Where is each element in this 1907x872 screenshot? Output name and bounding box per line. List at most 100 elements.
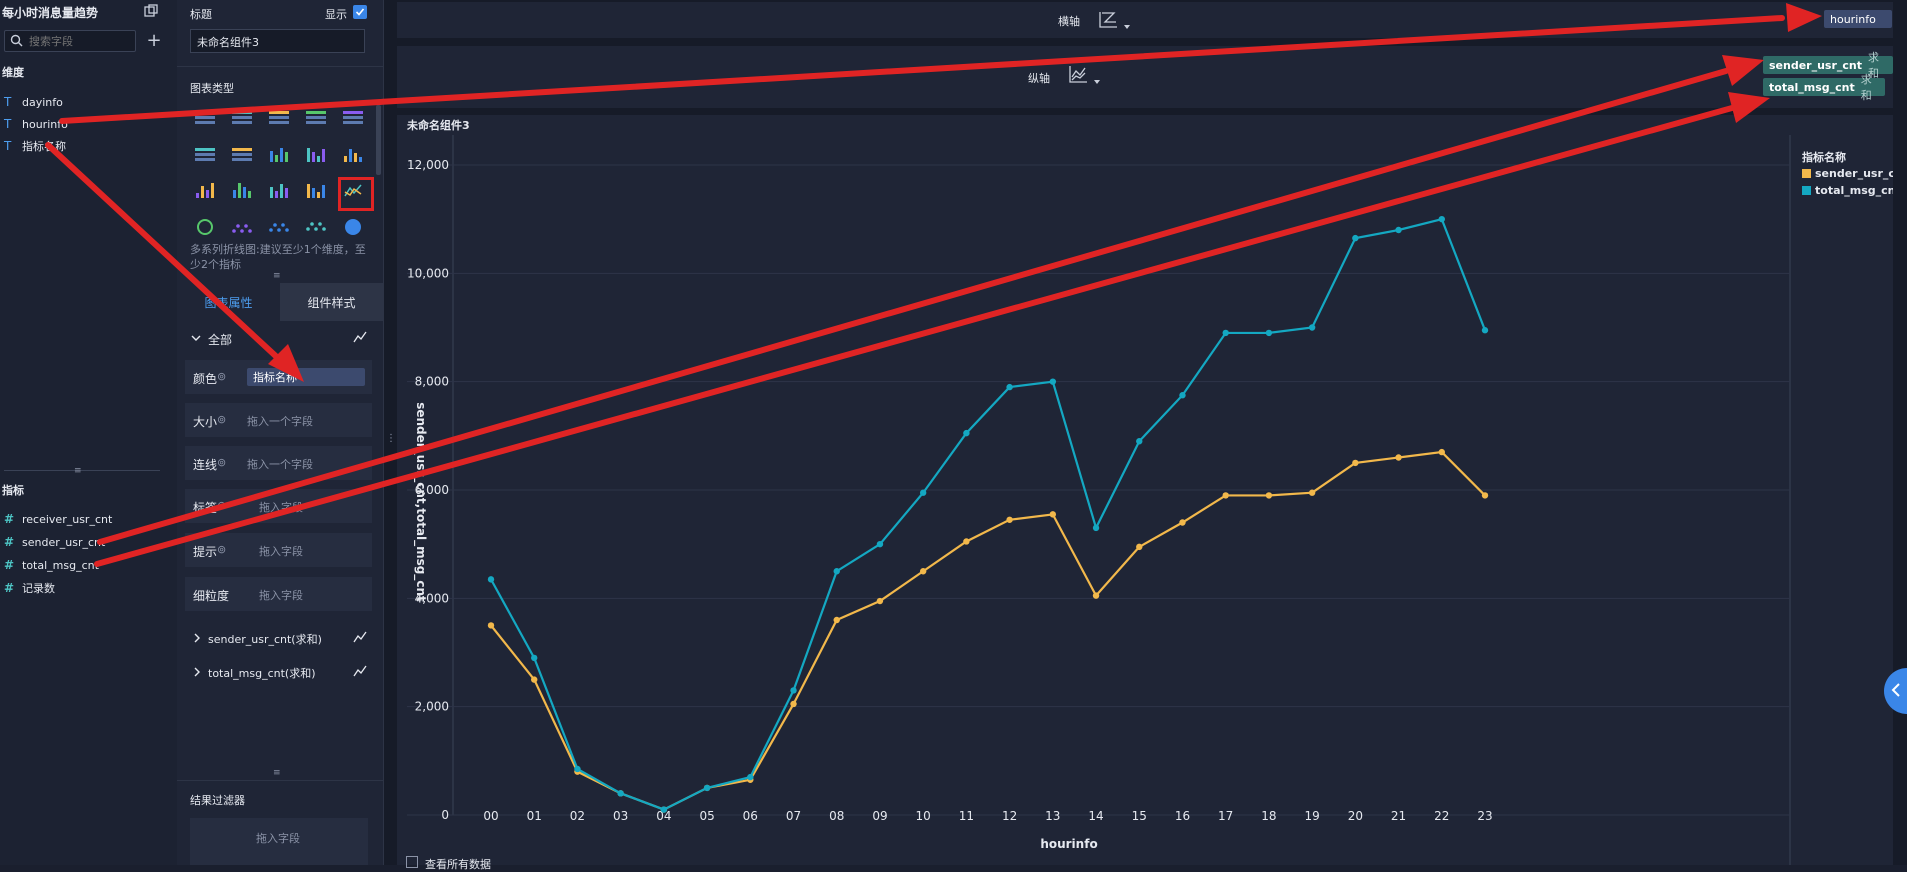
data-point[interactable] [1179,519,1186,526]
data-point[interactable] [660,806,668,813]
data-point[interactable] [833,616,840,624]
chart-type-icon[interactable] [197,219,213,235]
x-axis-pill-hourinfo[interactable]: hourinfo [1824,10,1892,28]
connect-drop-zone[interactable]: 拖入一个字段 [247,458,313,471]
data-point[interactable] [833,568,840,575]
data-point[interactable] [1222,329,1229,337]
axis-chart-type-icon[interactable] [1068,64,1102,89]
legend-label[interactable]: sender_usr_cnt [1815,167,1907,180]
field-search[interactable] [4,30,136,52]
view-all-checkbox[interactable] [406,856,418,868]
add-field-icon[interactable]: + [146,29,162,51]
data-point[interactable] [617,790,624,797]
data-point[interactable] [574,765,581,773]
axis-chart-type-icon[interactable] [1098,9,1132,34]
data-point[interactable] [1049,378,1057,385]
data-point[interactable] [876,540,884,548]
dimension-item-metric-name[interactable]: T 指标名称 [4,139,66,153]
chart-type-icon[interactable] [307,148,325,162]
data-point[interactable] [1049,511,1057,518]
chart-type-icon[interactable] [306,222,326,231]
multi-line-chart-type[interactable] [338,177,374,211]
chart-type-icon[interactable] [306,111,326,124]
data-point[interactable] [1438,448,1445,456]
chevron-down-icon[interactable] [191,332,201,345]
series-row-total[interactable]: total_msg_cnt(求和) [208,667,316,680]
settings-icon[interactable]: ⊚ [217,543,227,556]
resize-handle-icon[interactable]: ≡ [74,466,81,476]
legend-label[interactable]: total_msg_cnt [1815,184,1901,197]
data-point[interactable] [531,654,538,662]
data-point[interactable] [487,622,495,629]
chart-type-icon[interactable] [232,224,252,233]
data-point[interactable] [487,576,495,583]
filter-drop-zone[interactable] [190,818,368,865]
data-point[interactable] [1136,543,1143,551]
data-point[interactable] [747,773,754,781]
chart-type-icon[interactable] [344,149,362,162]
settings-icon[interactable]: ⊚ [217,413,227,426]
chart-type-icon[interactable] [345,219,361,235]
resize-handle-icon[interactable]: ≡ [273,271,281,281]
data-point[interactable] [1481,327,1489,334]
tab-component-style[interactable]: 组件样式 [280,283,383,321]
data-point[interactable] [919,489,927,496]
chart-type-icon[interactable] [196,183,214,198]
data-point[interactable] [919,568,927,575]
data-point[interactable] [1222,492,1229,499]
metric-item-sender[interactable]: # sender_usr_cnt [4,535,106,549]
chevron-right-icon[interactable] [193,666,201,680]
settings-icon[interactable]: ⊚ [217,499,227,512]
search-input[interactable] [27,34,131,49]
chevron-right-icon[interactable] [193,632,201,646]
data-point[interactable] [1179,392,1186,399]
data-point[interactable] [1352,234,1359,242]
chart-type-icon[interactable] [269,223,289,232]
data-point[interactable] [1006,383,1013,391]
data-point[interactable] [790,700,797,708]
collapse-panel-button[interactable] [1884,668,1907,714]
color-field-pill[interactable]: 指标名称 [247,368,365,386]
y-axis-pill-sender[interactable]: sender_usr_cnt 求和 [1763,51,1893,80]
data-point[interactable] [1092,592,1100,599]
settings-icon[interactable]: ⊚ [217,456,227,469]
data-point[interactable] [703,784,711,792]
data-point[interactable] [1395,226,1402,234]
line-mark-icon[interactable] [353,330,367,347]
settings-icon[interactable]: ⊚ [217,370,227,383]
data-point[interactable] [1395,454,1402,461]
chart-type-icon[interactable] [195,148,215,161]
panel-resize-handle[interactable]: ⋮ [386,433,396,444]
y-axis-pill-total[interactable]: total_msg_cnt 求和 [1763,73,1885,102]
metric-item-receiver[interactable]: # receiver_usr_cnt [4,512,113,526]
data-point[interactable] [963,429,970,437]
size-drop-zone[interactable]: 拖入一个字段 [247,415,313,428]
data-point[interactable] [1481,492,1489,499]
share-icon[interactable] [143,3,159,19]
metric-item-record-count[interactable]: # 记录数 [4,581,55,595]
data-point[interactable] [1006,516,1013,523]
chart-type-icon[interactable] [232,148,252,161]
data-point[interactable] [790,687,797,694]
data-point[interactable] [876,597,884,605]
chart-type-scrollbar[interactable] [376,105,381,175]
chart-type-icon[interactable] [343,111,363,124]
tooltip-drop-zone[interactable]: 拖入字段 [259,545,303,558]
chart-type-icon[interactable] [195,111,215,124]
title-input[interactable]: 未命名组件3 [190,29,365,53]
resize-handle-icon[interactable]: ≡ [273,768,281,778]
chart-type-icon[interactable] [307,184,325,198]
metric-item-total[interactable]: # total_msg_cnt [4,558,99,572]
chart-type-icon[interactable] [270,184,288,198]
show-title-checkbox[interactable] [353,5,367,19]
data-point[interactable] [1352,459,1359,467]
line-mark-icon[interactable] [353,630,367,647]
line-mark-icon[interactable] [353,664,367,681]
data-point[interactable] [1308,324,1316,331]
data-point[interactable] [531,676,538,683]
chart-type-icon[interactable] [232,111,252,124]
series-row-sender[interactable]: sender_usr_cnt(求和) [208,633,322,646]
tab-chart-properties[interactable]: 图表属性 [177,283,280,321]
